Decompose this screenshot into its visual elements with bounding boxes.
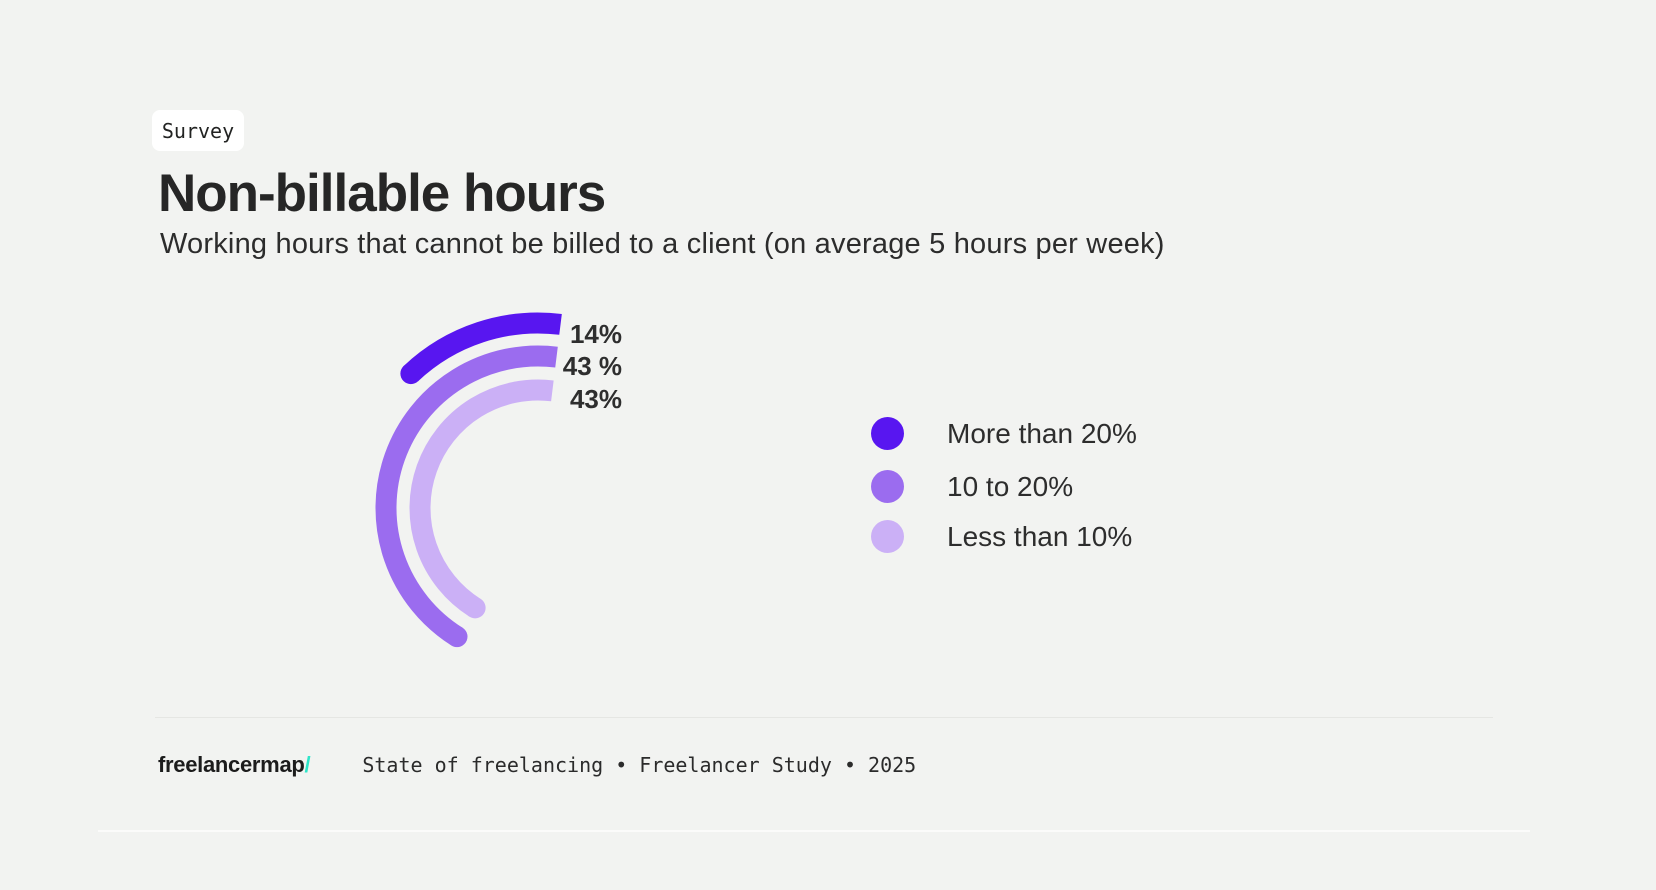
page-title: Non-billable hours bbox=[158, 164, 606, 223]
legend-label: More than 20% bbox=[947, 418, 1137, 449]
bottom-divider bbox=[98, 830, 1530, 832]
legend-dot-medium-purple bbox=[871, 470, 904, 503]
page-subtitle: Working hours that cannot be billed to a… bbox=[160, 228, 1165, 260]
survey-badge-label: Survey bbox=[161, 118, 235, 143]
legend-item-more-than-20: More than 20% bbox=[871, 417, 1137, 450]
survey-badge: Survey bbox=[152, 110, 244, 151]
footer-divider bbox=[155, 717, 1493, 718]
legend-item-10-to-20: 10 to 20% bbox=[871, 470, 1073, 503]
legend-dot-dark-purple bbox=[871, 417, 904, 450]
freelancermap-logo: freelancermap/ bbox=[158, 752, 311, 777]
legend-label: 10 to 20% bbox=[947, 471, 1074, 502]
arc-endcap-2 bbox=[464, 597, 486, 619]
arc-value-label-more-than-20: 14% bbox=[569, 319, 622, 349]
arc-value-label-less-than-10: 43% bbox=[569, 384, 622, 414]
source-text: State of freelancing • Freelancer Study … bbox=[362, 753, 917, 777]
arc-endcap-1 bbox=[446, 626, 468, 648]
legend-item-less-than-10: Less than 10% bbox=[871, 520, 1132, 553]
arc-endcap-0 bbox=[400, 363, 422, 385]
arc-segment-2 bbox=[409, 379, 554, 617]
legend-dot-light-purple bbox=[871, 520, 904, 553]
freelancermap-logo-slash: / bbox=[304, 752, 311, 777]
arc-value-label-10-to-20: 43 % bbox=[562, 351, 622, 381]
footer: freelancermap/ State of freelancing • Fr… bbox=[158, 752, 917, 778]
legend-label: Less than 10% bbox=[947, 521, 1133, 552]
freelancermap-logo-text: freelancermap bbox=[158, 752, 305, 777]
